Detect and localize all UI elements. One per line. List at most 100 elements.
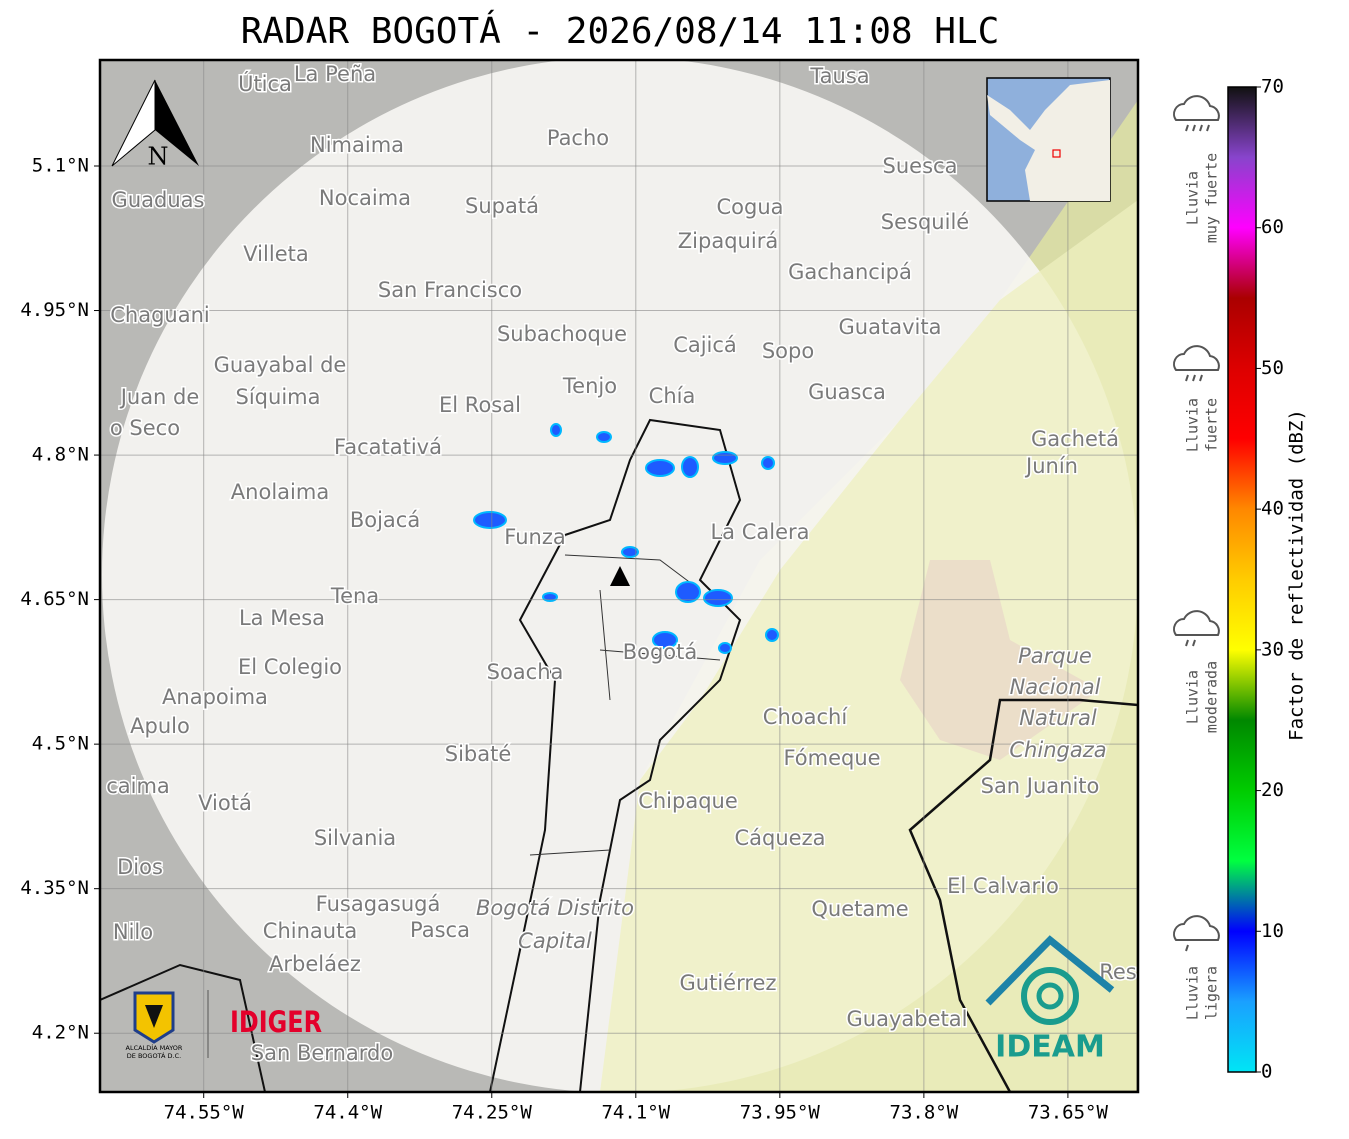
colorbar-tick-label: 40 — [1261, 498, 1284, 520]
place-label: Facatativá — [334, 435, 442, 459]
localities — [529, 554, 721, 856]
place-label: Cajicá — [673, 333, 737, 357]
radar-echoes — [473, 423, 779, 654]
place-label: Guayabetal — [847, 1007, 968, 1031]
place-label: Chingaza — [1009, 738, 1106, 762]
inset-map — [986, 77, 1111, 202]
place-label: Anapoima — [162, 685, 268, 709]
colorbar-label: Factor de reflectividad (dBZ) — [1286, 409, 1308, 741]
y-tick-label: 4.35°N — [20, 877, 89, 899]
y-tick-label: 5.1°N — [32, 154, 89, 176]
rain-drop — [1206, 124, 1210, 132]
place-label: Nimaima — [310, 133, 404, 157]
rain-drop — [1185, 639, 1189, 647]
place-label: Chipaque — [638, 789, 738, 813]
rain-label: Lluvia — [1184, 398, 1202, 452]
place-label: Pacho — [547, 126, 609, 150]
grid — [100, 60, 1138, 1092]
rain-label: Lluvia — [1184, 966, 1202, 1020]
place-label: Arbeláez — [269, 952, 361, 976]
rain-drop — [1192, 374, 1196, 382]
title: RADAR BOGOTÁ - 2026/08/14 11:08 HLC — [241, 10, 1000, 52]
place-label: Fusagasugá — [316, 892, 441, 916]
place-label: Gutiérrez — [680, 971, 777, 995]
place-label: El Rosal — [439, 393, 521, 417]
rain-icon — [1173, 915, 1220, 941]
rain-drop — [1185, 124, 1189, 132]
rain-label: ligera — [1203, 966, 1221, 1020]
place-label: Gachetá — [1031, 427, 1119, 451]
place-label: Bogotá — [623, 640, 698, 664]
place-label: Capital — [518, 929, 592, 953]
place-label: Junín — [1024, 454, 1078, 478]
rain-label: Lluvia — [1184, 171, 1202, 225]
place-label: Guatavita — [839, 315, 942, 339]
boundary — [908, 698, 1138, 1092]
place-label: Útica — [238, 71, 292, 96]
place-label: Juan de — [119, 385, 200, 409]
place-label: Suesca — [883, 154, 958, 178]
place-label: Silvania — [314, 826, 396, 850]
place-label: Chía — [649, 384, 696, 408]
north-label: N — [148, 143, 169, 171]
place-label: La Calera — [710, 520, 809, 544]
colorbar-tick-label: 70 — [1261, 76, 1284, 98]
place-label: Bogotá Distrito — [476, 896, 634, 920]
place-label: Apulo — [130, 714, 190, 738]
place-label: Subachoque — [497, 322, 627, 346]
rain-drop — [1192, 124, 1196, 132]
y-tick-label: 4.5°N — [32, 733, 89, 755]
place-label: Dios — [117, 855, 163, 879]
x-tick-label: 74.55°W — [164, 1102, 245, 1124]
place-label: Quetame — [811, 897, 908, 921]
rain-label: moderada — [1203, 661, 1221, 733]
place-label: Gachancipá — [788, 260, 912, 284]
place-label: Síquima — [236, 385, 321, 409]
place-label: Villeta — [243, 242, 308, 266]
place-label: Chaguani — [110, 303, 210, 327]
park — [900, 560, 1100, 760]
colorbar-axis: 0 10 20 30 40 50 60 70 Factor de reflectividad (… — [1256, 76, 1308, 1083]
place-label: Fómeque — [783, 746, 880, 770]
place-label: Choachí — [763, 705, 849, 729]
rain-drop — [1199, 374, 1203, 382]
colorbar-tick-label: 0 — [1261, 1061, 1272, 1083]
rain-drop — [1192, 639, 1196, 647]
rain-icon — [1173, 345, 1220, 371]
x-tick-label: 73.95°W — [740, 1102, 821, 1124]
rain-icon — [1173, 610, 1220, 636]
colorbar — [1227, 86, 1257, 1073]
place-label: Parque — [1018, 644, 1092, 668]
rain-drop — [1199, 124, 1203, 132]
place-label: Cogua — [716, 195, 783, 219]
place-label: Chinauta — [263, 919, 357, 943]
place-label: San Bernardo — [251, 1041, 393, 1065]
plot-frame — [98, 58, 1140, 1094]
place-label: Tausa — [809, 64, 869, 88]
y-tick-label: 4.65°N — [20, 588, 89, 610]
terrain-east — [600, 200, 1138, 1092]
logo-text: DE BOGOTÁ D.C. — [127, 1051, 181, 1060]
place-label: San Juanito — [981, 774, 1100, 798]
place-label: San Francisco — [378, 278, 522, 302]
rain-label: fuerte — [1203, 398, 1221, 452]
logo-alcaldia: ALCALDÍA MAYOR DE BOGOTÁ D.C. IDIGER — [126, 990, 322, 1060]
place-label: El Calvario — [947, 874, 1059, 898]
place-label: Guayabal de — [214, 353, 347, 377]
rain-icon — [1173, 95, 1220, 121]
y-tick-label: 4.2°N — [32, 1022, 89, 1044]
rain-label: muy fuerte — [1203, 153, 1221, 243]
district-border — [100, 418, 742, 1092]
colorbar-tick-label: 60 — [1261, 216, 1284, 238]
logo-ideam: IDEAM — [985, 935, 1115, 1065]
place-label: Tena — [330, 584, 379, 608]
axes: 74.55°W 74.4°W 74.25°W 74.1°W 73.95°W 73.8°W 7… — [20, 154, 1108, 1123]
place-label: Guasca — [808, 380, 886, 404]
x-tick-label: 74.25°W — [452, 1102, 533, 1124]
place-label: Nilo — [113, 920, 153, 944]
place-label: El Colegio — [238, 655, 342, 679]
place-label: Nacional — [1010, 675, 1101, 699]
